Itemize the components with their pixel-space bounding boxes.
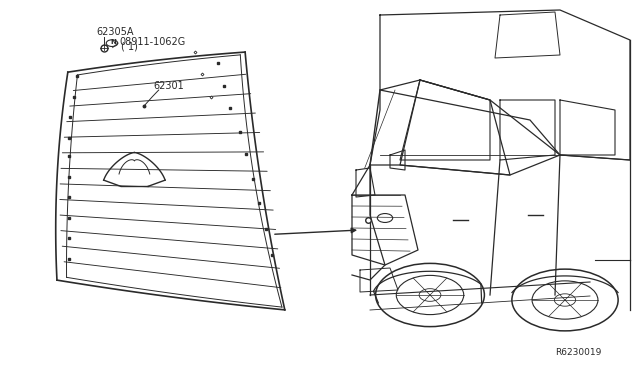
Text: 08911-1062G: 08911-1062G xyxy=(119,36,186,46)
Text: N: N xyxy=(110,39,116,45)
Text: 62301: 62301 xyxy=(154,80,184,90)
Text: R6230019: R6230019 xyxy=(556,348,602,357)
Text: ( 1): ( 1) xyxy=(121,41,138,51)
Text: 62305A: 62305A xyxy=(96,27,134,37)
